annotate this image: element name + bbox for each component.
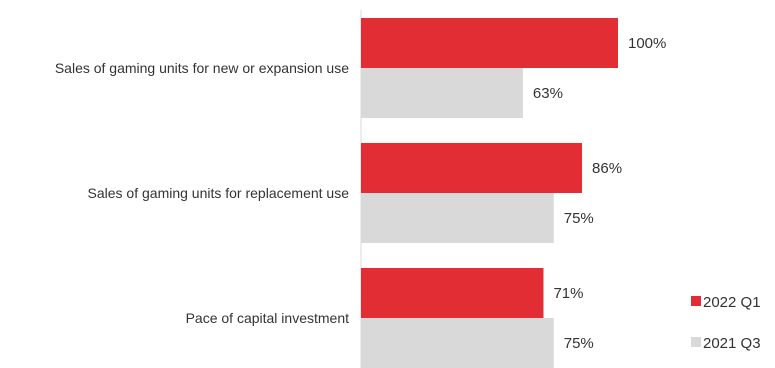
data-label: 86% — [592, 160, 622, 177]
bars-group: 100% 63% 86% 75% 71% 75% — [361, 18, 666, 368]
data-label: 71% — [553, 285, 583, 302]
bar-series-2 — [361, 318, 554, 368]
category-label: Sales of gaming units for new or expansi… — [55, 60, 349, 76]
bar-series-1 — [361, 268, 544, 318]
data-label: 75% — [564, 335, 594, 352]
data-label: 63% — [533, 85, 563, 102]
legend-swatch — [691, 337, 701, 347]
bar-series-2 — [361, 68, 523, 118]
legend: 2022 Q1 2021 Q3 — [691, 294, 761, 352]
data-label: 100% — [628, 35, 666, 52]
category-labels-group: Sales of gaming units for new or expansi… — [55, 60, 349, 326]
category-label: Sales of gaming units for replacement us… — [88, 185, 350, 201]
legend-label: 2022 Q1 — [703, 294, 761, 311]
legend-swatch — [691, 296, 701, 306]
category-label: Pace of capital investment — [186, 310, 350, 326]
legend-label: 2021 Q3 — [703, 335, 761, 352]
data-label: 75% — [564, 210, 594, 227]
bar-series-2 — [361, 193, 554, 243]
bar-series-1 — [361, 18, 618, 68]
bar-series-1 — [361, 143, 583, 193]
